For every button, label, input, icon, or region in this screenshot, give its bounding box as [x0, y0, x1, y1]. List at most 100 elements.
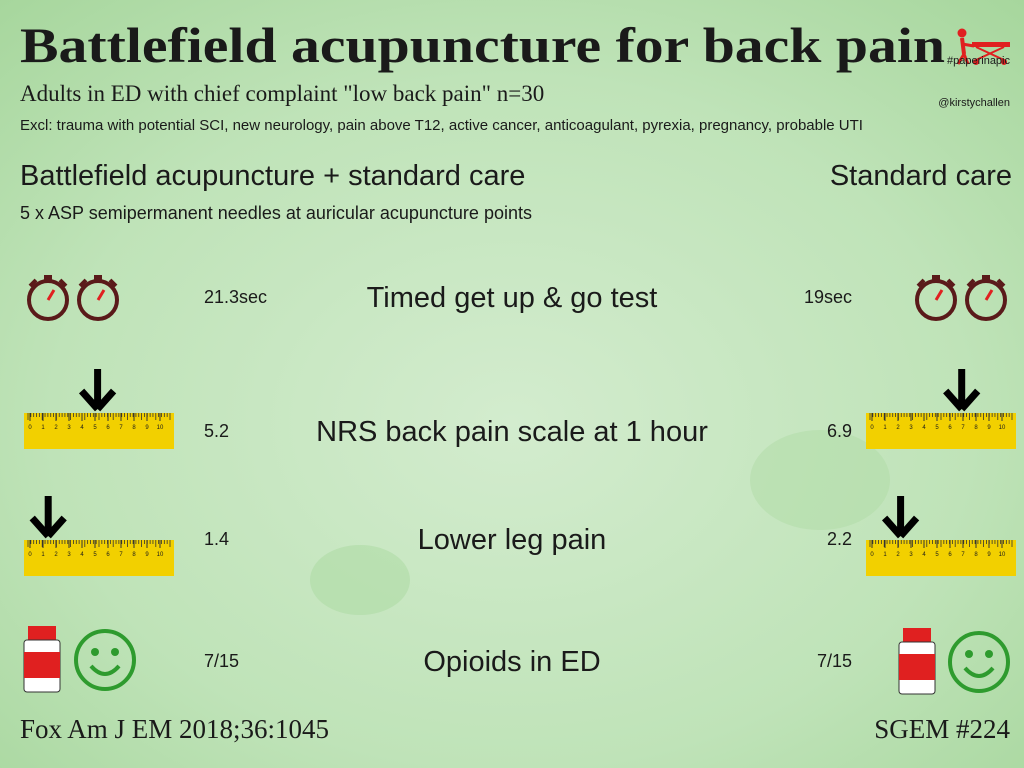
ruler-tick-label: 7 [119, 425, 123, 431]
ruler-tick-label: 8 [132, 425, 136, 431]
ruler-tick-label: 2 [896, 425, 900, 431]
stopwatch-hand [934, 289, 944, 301]
ruler-tick-label: 4 [922, 552, 926, 558]
ruler-tick-label: 0 [870, 552, 874, 558]
stopwatch-face [27, 279, 69, 321]
right-value: 19sec [804, 287, 852, 307]
ruler-tick-label: 9 [987, 552, 991, 558]
ruler-tick-label: 0 [28, 552, 32, 558]
smiley [74, 629, 136, 691]
ruler-tick-label: 4 [80, 425, 84, 431]
stopwatch-button [94, 275, 102, 281]
footer-citation: Fox Am J EM 2018;36:1045 [20, 714, 329, 744]
ruler-tick-label: 5 [935, 552, 939, 558]
stopwatch-ear [58, 278, 68, 288]
right-value: 6.9 [827, 421, 852, 441]
ruler-tick-label: 5 [935, 425, 939, 431]
stopwatch-button [982, 275, 990, 281]
ruler-tick-label: 6 [948, 552, 952, 558]
stopwatch-ear [946, 278, 956, 288]
handle: @kirstychallen [938, 97, 1010, 109]
stopwatch-face [915, 279, 957, 321]
stopwatch-ear [966, 278, 976, 288]
subtitle: Adults in ED with chief complaint "low b… [20, 81, 544, 106]
stopwatch-hand [984, 289, 994, 301]
ruler-tick-label: 10 [157, 425, 164, 431]
ruler-tick-label: 2 [54, 425, 58, 431]
pain-arrow [29, 496, 67, 539]
smiley-face [948, 631, 1010, 693]
ruler-tick-label: 6 [106, 425, 110, 431]
ruler-tick-label: 6 [106, 552, 110, 558]
ruler-tick-label: 9 [987, 425, 991, 431]
title: Battlefield acupuncture for back pain [20, 17, 945, 73]
stopwatch [915, 275, 957, 321]
smiley-eye [91, 648, 99, 656]
outcome-label: Lower leg pain [418, 524, 607, 556]
stopwatch [965, 275, 1007, 321]
ruler-tick-label: 2 [54, 552, 58, 558]
stopwatch-face [965, 279, 1007, 321]
watercolor-blot [310, 545, 410, 615]
stopwatch-button [44, 275, 52, 281]
ruler-tick-label: 3 [67, 425, 71, 431]
exclusions: Excl: trauma with potential SCI, new neu… [20, 117, 863, 134]
ruler-tick-label: 0 [28, 425, 32, 431]
ruler-tick-label: 10 [999, 552, 1006, 558]
bottle-label [899, 654, 935, 680]
left-value: 1.4 [204, 529, 229, 549]
stopwatch-ear [108, 278, 118, 288]
ruler: 0 1 2 3 4 5 6 7 8 9 10 [866, 369, 1016, 449]
group-left: Battlefield acupuncture + standard care [20, 160, 525, 192]
ruler-tick-label: 10 [999, 425, 1006, 431]
smiley-eye [965, 650, 973, 658]
ruler: 0 1 2 3 4 5 6 7 8 9 10 [24, 496, 174, 576]
pain-arrow [943, 369, 981, 412]
right-value: 7/15 [817, 651, 852, 671]
stopwatch-ear [28, 278, 38, 288]
left-value: 21.3sec [204, 287, 267, 307]
stopwatch-hand [46, 289, 56, 301]
outcome-label: Opioids in ED [423, 646, 600, 678]
stopwatch-ear [996, 278, 1006, 288]
ruler-tick-label: 1 [41, 552, 45, 558]
hashtag: #paperinapic [947, 55, 1010, 67]
ruler-tick-label: 3 [909, 425, 913, 431]
ruler-tick-label: 7 [119, 552, 123, 558]
ruler-tick-label: 2 [896, 552, 900, 558]
footer-episode: SGEM #224 [874, 714, 1010, 744]
ruler-tick-label: 5 [93, 552, 97, 558]
bottle-label [24, 652, 60, 678]
ruler-tick-label: 1 [883, 552, 887, 558]
outcome-label: Timed get up & go test [367, 282, 658, 314]
ruler-tick-label: 8 [974, 552, 978, 558]
stopwatch-hand [96, 289, 106, 301]
ruler-tick-label: 4 [80, 552, 84, 558]
pill-bottle [898, 628, 936, 695]
stopwatch-ear [78, 278, 88, 288]
ruler-tick-label: 4 [922, 425, 926, 431]
ruler-tick-label: 3 [909, 552, 913, 558]
group-right: Standard care [830, 160, 1012, 192]
bottle-cap [903, 628, 931, 642]
stopwatch [27, 275, 69, 321]
ruler-tick-label: 1 [41, 425, 45, 431]
ruler-tick-label: 7 [961, 425, 965, 431]
outcome-label: NRS back pain scale at 1 hour [316, 416, 708, 448]
stopwatch-face [77, 279, 119, 321]
ruler-tick-label: 5 [93, 425, 97, 431]
ruler-tick-label: 6 [948, 425, 952, 431]
stretcher-icon [956, 28, 1010, 65]
ruler: 0 1 2 3 4 5 6 7 8 9 10 [24, 369, 174, 449]
right-value: 2.2 [827, 529, 852, 549]
smiley-eye [111, 648, 119, 656]
watercolor-blot [750, 430, 890, 530]
left-value: 7/15 [204, 651, 239, 671]
ruler-tick-label: 9 [145, 425, 149, 431]
stopwatch [77, 275, 119, 321]
smiley-eye [985, 650, 993, 658]
ruler-tick-label: 8 [974, 425, 978, 431]
